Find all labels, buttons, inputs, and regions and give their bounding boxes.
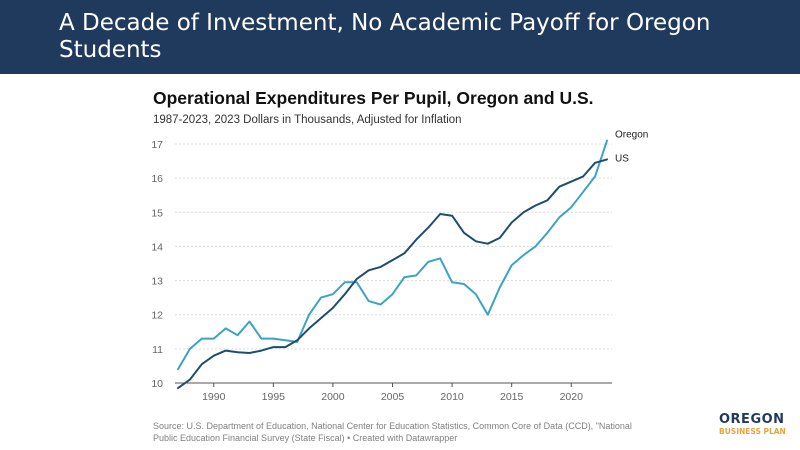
x-tick-label: 1990	[202, 391, 226, 403]
y-axis-ticks: 10 11 12 13 14 15 16 17	[151, 139, 163, 390]
slide-title: A Decade of Investment, No Academic Payo…	[59, 10, 711, 63]
chart-series	[177, 139, 608, 390]
source-note: Source: U.S. Department of Education, Na…	[153, 421, 632, 443]
logo-name: OREGON	[719, 412, 785, 427]
series-label-us: US	[615, 153, 629, 164]
y-tick-label: 11	[152, 344, 163, 356]
series-line-oregon	[177, 139, 608, 371]
series-label-oregon: Oregon	[615, 130, 648, 141]
y-tick-label: 12	[151, 310, 163, 322]
chart-title: Operational Expenditures Per Pupil, Oreg…	[153, 88, 594, 108]
x-tick-label: 2010	[440, 391, 464, 403]
y-tick-label: 15	[151, 207, 163, 219]
x-tick-label: 2015	[500, 391, 524, 403]
x-tick-label: 1995	[262, 391, 286, 403]
series-labels: Oregon US	[615, 130, 648, 165]
title-banner: A Decade of Investment, No Academic Payo…	[0, 0, 800, 74]
series-line-us	[177, 158, 608, 390]
y-tick-label: 13	[151, 276, 163, 288]
logo-subtitle: BUSINESS PLAN	[719, 427, 786, 436]
y-tick-label: 16	[151, 173, 163, 185]
chart-grid	[175, 143, 612, 384]
x-tick-label: 2020	[560, 391, 584, 403]
chart-subtitle: 1987-2023, 2023 Dollars in Thousands, Ad…	[153, 114, 462, 126]
x-axis-ticks: 1990 1995 2000 2005 2010 2015 2020	[202, 383, 583, 403]
y-tick-label: 10	[151, 378, 163, 390]
y-tick-label: 17	[151, 139, 163, 151]
x-tick-label: 2000	[321, 391, 345, 403]
oregon-business-plan-logo: OREGON BUSINESS PLAN	[719, 413, 789, 437]
x-tick-label: 2005	[381, 391, 405, 403]
y-tick-label: 14	[151, 241, 163, 253]
